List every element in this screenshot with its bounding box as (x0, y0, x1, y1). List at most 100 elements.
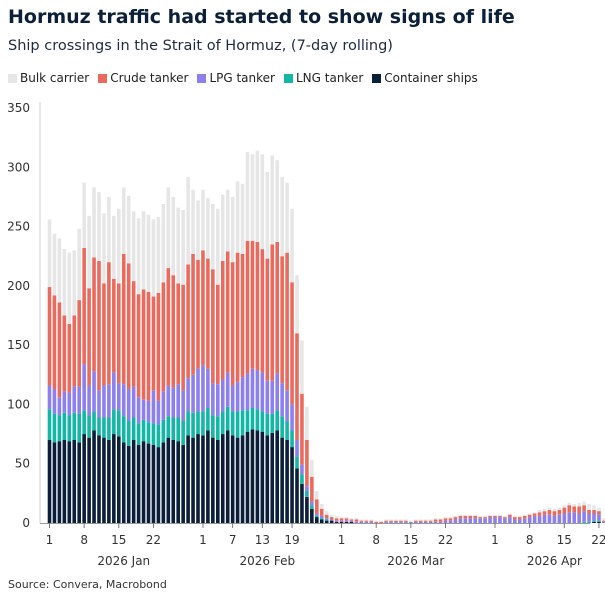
bar-segment (240, 253, 245, 378)
bar-segment (47, 440, 52, 523)
bar-segment (211, 383, 215, 416)
bar-segment (319, 518, 324, 520)
bar-segment (156, 217, 161, 293)
bar-segment (349, 520, 354, 522)
bar-segment (339, 520, 344, 522)
bar-segment (562, 505, 567, 508)
y-tick-label: 350 (7, 101, 30, 115)
bar-segment (131, 211, 136, 282)
bar-segment (151, 296, 156, 391)
bar-segment (151, 390, 156, 424)
bar-segment (166, 416, 171, 438)
bar-segment (458, 514, 463, 516)
bar-segment (438, 518, 443, 520)
bar-segment (126, 445, 131, 523)
bar-segment (483, 518, 487, 523)
x-tick-label: 7 (229, 533, 237, 547)
x-month-label: 2026 Apr (527, 554, 582, 568)
bar-segment (522, 518, 527, 523)
bar-segment (171, 417, 176, 440)
bar-segment (146, 422, 151, 444)
bar-segment (552, 511, 557, 516)
bar-segment (112, 278, 116, 373)
bar-segment (359, 520, 364, 522)
bar-segment (522, 514, 527, 516)
bar-segment (176, 417, 180, 442)
bar-segment (527, 513, 532, 515)
bar-segment (52, 442, 57, 523)
bar-segment (146, 214, 151, 292)
legend-item-crude-tanker[interactable]: Crude tanker (98, 71, 188, 85)
bar-segment (552, 515, 557, 523)
bar-segment (225, 406, 230, 431)
bar-segment (161, 204, 166, 283)
bar-segment (166, 437, 171, 523)
bar-segment (285, 440, 289, 523)
bar-segment (315, 513, 319, 516)
bar-segment (250, 240, 255, 369)
bar-segment (62, 249, 67, 316)
x-tick-label: 8 (80, 533, 88, 547)
bar-segment (77, 386, 81, 414)
bar-segment (448, 517, 453, 519)
bar-segment (255, 241, 260, 371)
legend-item-lng-tanker[interactable]: LNG tanker (283, 71, 364, 85)
bar-segment (240, 183, 245, 254)
bar-segment (250, 429, 255, 523)
bar-segment (275, 430, 279, 523)
legend-label-bulk-carrier: Bulk carrier (20, 71, 90, 85)
bar-segment (493, 517, 497, 523)
legend-item-container-ships[interactable]: Container ships (372, 71, 478, 85)
bar-segment (87, 415, 91, 438)
bar-segment (117, 383, 121, 411)
bar-segment (334, 515, 339, 519)
bar-segment (577, 506, 581, 514)
bar-segment (82, 364, 86, 411)
bar-segment (359, 519, 364, 521)
legend-label-lng-tanker: LNG tanker (295, 71, 364, 85)
bar-segment (67, 392, 72, 416)
bar-segment (280, 437, 284, 523)
bar-segment (537, 512, 542, 516)
bar-segment (319, 515, 324, 519)
bar-segment (186, 176, 190, 265)
bar-segment (290, 404, 294, 431)
bar-segment (97, 390, 101, 418)
bar-segment (295, 440, 299, 457)
bar-segment (107, 440, 111, 523)
bar-segment (503, 518, 507, 523)
bar-segment (260, 154, 265, 250)
bar-segment (433, 519, 438, 522)
bar-segment (107, 262, 111, 385)
bar-segment (72, 440, 77, 523)
x-tick-label: 8 (372, 533, 380, 547)
bar-segment (72, 250, 77, 316)
bar-segment (542, 508, 547, 512)
bar-segment (216, 284, 220, 385)
bar-segment (191, 374, 195, 413)
bar-segment (265, 380, 270, 414)
bar-segment (329, 520, 334, 523)
bar-segment (567, 505, 572, 513)
legend-item-bulk-carrier[interactable]: Bulk carrier (8, 71, 89, 85)
bar-segment (498, 517, 502, 523)
bar-segment (592, 509, 596, 514)
bar-segment (508, 513, 512, 515)
bar-segment (67, 441, 72, 523)
legend-item-lpg-tanker[interactable]: LPG tanker (197, 71, 275, 85)
bar-segment (206, 430, 210, 523)
bar-segment (468, 514, 473, 516)
x-month-label: 2026 Mar (387, 554, 444, 568)
bar-segment (112, 372, 116, 410)
bar-segment (300, 474, 304, 484)
bar-segment (443, 518, 448, 521)
x-tick-label: 22 (438, 533, 453, 547)
chart-subtitle: Ship crossings in the Strait of Hormuz, … (8, 38, 393, 54)
bar-segment (532, 515, 537, 523)
bar-segment (418, 519, 423, 521)
bar-segment (334, 518, 339, 521)
bar-segment (280, 383, 284, 417)
bar-segment (443, 520, 448, 523)
bar-segment (117, 436, 121, 523)
bar-segment (319, 508, 324, 516)
